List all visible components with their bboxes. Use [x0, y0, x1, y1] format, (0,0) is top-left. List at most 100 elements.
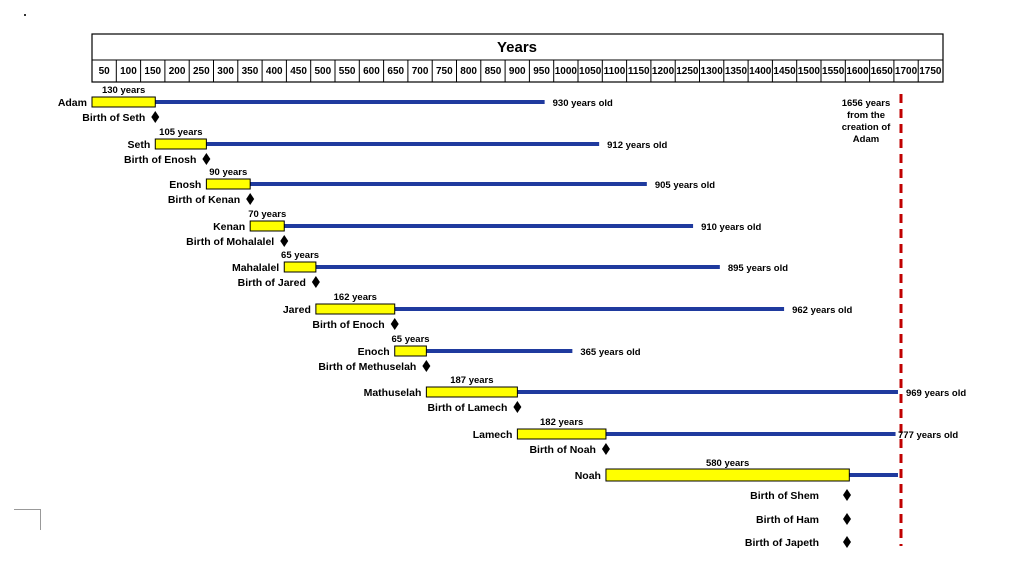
birth-label: Birth of Enosh: [124, 154, 196, 166]
begat-age-bar: [516, 428, 607, 440]
axis-tick-label: 50: [99, 66, 111, 77]
axis-tick-label: 1700: [895, 66, 918, 77]
person-name: Kenan: [213, 221, 245, 233]
lifespan-label: 930 years old: [553, 98, 613, 109]
flood-marker: 1656 years from the creation of Adam: [842, 94, 903, 546]
begat-age-bar: [249, 220, 285, 232]
axis-tick-label: 350: [242, 66, 259, 77]
person-name: Mahalalel: [232, 262, 279, 274]
birth-diamond-marker: [151, 111, 160, 123]
person-name: Noah: [575, 470, 601, 482]
axis-tick-label: 300: [217, 66, 234, 77]
person-row-seth: 105 years Seth 912 years old Birth of Enosh: [124, 127, 667, 166]
son-birth-label: Birth of Japeth: [745, 537, 819, 549]
axis-tick-label: 1400: [749, 66, 772, 77]
axis-tick-label: 100: [120, 66, 137, 77]
birth-diamond-marker: [513, 401, 522, 413]
person-name: Jared: [283, 304, 311, 316]
begat-years-label: 130 years: [102, 85, 145, 96]
begat-years-label: 162 years: [334, 292, 377, 303]
birth-diamond-marker: [422, 360, 431, 372]
birth-diamond-marker: [843, 536, 851, 548]
birth-diamond-marker: [843, 489, 851, 501]
axis-tick-label: 400: [266, 66, 283, 77]
flood-note-line-1: 1656 years: [842, 98, 891, 109]
axis-tick-label: 1200: [652, 66, 675, 77]
begat-years-label: 580 years: [706, 458, 749, 469]
axis-tick-label: 700: [412, 66, 429, 77]
axis-tick-label: 1500: [798, 66, 821, 77]
birth-label: Birth of Lamech: [427, 402, 507, 414]
axis-tick-label: 850: [485, 66, 502, 77]
birth-diamond-marker: [843, 513, 851, 525]
lifespan-label: 910 years old: [701, 222, 761, 233]
person-row-enosh: 90 years Enosh 905 years old Birth of Kenan: [168, 167, 715, 206]
stray-dot: [24, 14, 26, 16]
axis-tick-label: 150: [144, 66, 161, 77]
begat-age-bar: [154, 138, 207, 150]
axis-frame: [91, 33, 944, 83]
axis-tick-label: 550: [339, 66, 356, 77]
axis-tick-label: 1350: [725, 66, 748, 77]
begat-years-label: 105 years: [159, 127, 202, 138]
begat-years-label: 187 years: [450, 375, 493, 386]
person-row-mathuselah: 187 years Mathuselah 969 years old Birth of…: [364, 375, 967, 414]
person-row-adam: 130 years Adam 930 years old Birth of Seth: [58, 85, 613, 124]
axis-tick-label: 500: [315, 66, 332, 77]
axis-tick-label: 1100: [604, 66, 626, 77]
begat-age-bar: [91, 96, 156, 108]
birth-label: Birth of Enoch: [312, 319, 384, 331]
axis-tick-label: 800: [460, 66, 477, 77]
begat-age-bar: [394, 345, 427, 357]
begat-years-label: 70 years: [248, 209, 286, 220]
birth-label: Birth of Seth: [82, 112, 145, 124]
begat-years-label: 182 years: [540, 417, 583, 428]
begat-age-bar: [283, 261, 317, 273]
axis-tick-label: 1650: [871, 66, 894, 77]
lifespan-label: 912 years old: [607, 140, 667, 151]
person-row-noah: 580 years Noah: [575, 458, 898, 482]
son-birth-label: Birth of Ham: [756, 514, 819, 526]
begat-years-label: 65 years: [392, 334, 430, 345]
begat-years-label: 90 years: [209, 167, 247, 178]
begat-age-bar: [605, 468, 850, 482]
flood-note-line-4: Adam: [853, 134, 879, 145]
axis-tick-label: 200: [169, 66, 186, 77]
person-name: Adam: [58, 97, 87, 109]
lifespan-label: 905 years old: [655, 180, 715, 191]
lifespan-label: 969 years old: [906, 388, 966, 399]
axis-tick-label: 1600: [846, 66, 869, 77]
flood-note-line-3: creation of: [842, 122, 891, 133]
person-name: Enoch: [358, 346, 390, 358]
person-name: Mathuselah: [364, 387, 422, 399]
axis-tick-label: 1750: [919, 66, 942, 77]
axis-tick-label: 900: [509, 66, 526, 77]
axis-tick-label: 650: [387, 66, 404, 77]
axis-tick-label: 1300: [701, 66, 724, 77]
axis-tick-label: 1550: [822, 66, 845, 77]
son-birth-row: Birth of Shem: [750, 489, 851, 502]
flood-note-line-2: from the: [847, 110, 885, 121]
birth-diamond-marker: [202, 153, 211, 165]
birth-diamond-marker: [311, 276, 320, 288]
birth-label: Birth of Methuselah: [318, 361, 416, 373]
lifespan-label: 365 years old: [580, 347, 640, 358]
birth-label: Birth of Noah: [529, 444, 596, 456]
axis-tick-label: 600: [363, 66, 380, 77]
axis-tick-label: 250: [193, 66, 210, 77]
person-name: Seth: [128, 139, 151, 151]
axis-title: Years: [497, 39, 537, 56]
axis-tick-label: 1450: [773, 66, 796, 77]
birth-label: Birth of Kenan: [168, 194, 240, 206]
lifespan-label: 895 years old: [728, 263, 788, 274]
birth-diamond-marker: [246, 193, 255, 205]
begat-years-label: 65 years: [281, 250, 319, 261]
son-birth-label: Birth of Shem: [750, 490, 819, 502]
year-axis: Years 50 100 150 200 250 300 350 400 450 500 550 60…: [91, 33, 944, 83]
axis-tick-label: 1250: [676, 66, 699, 77]
begat-age-bar: [425, 386, 518, 398]
